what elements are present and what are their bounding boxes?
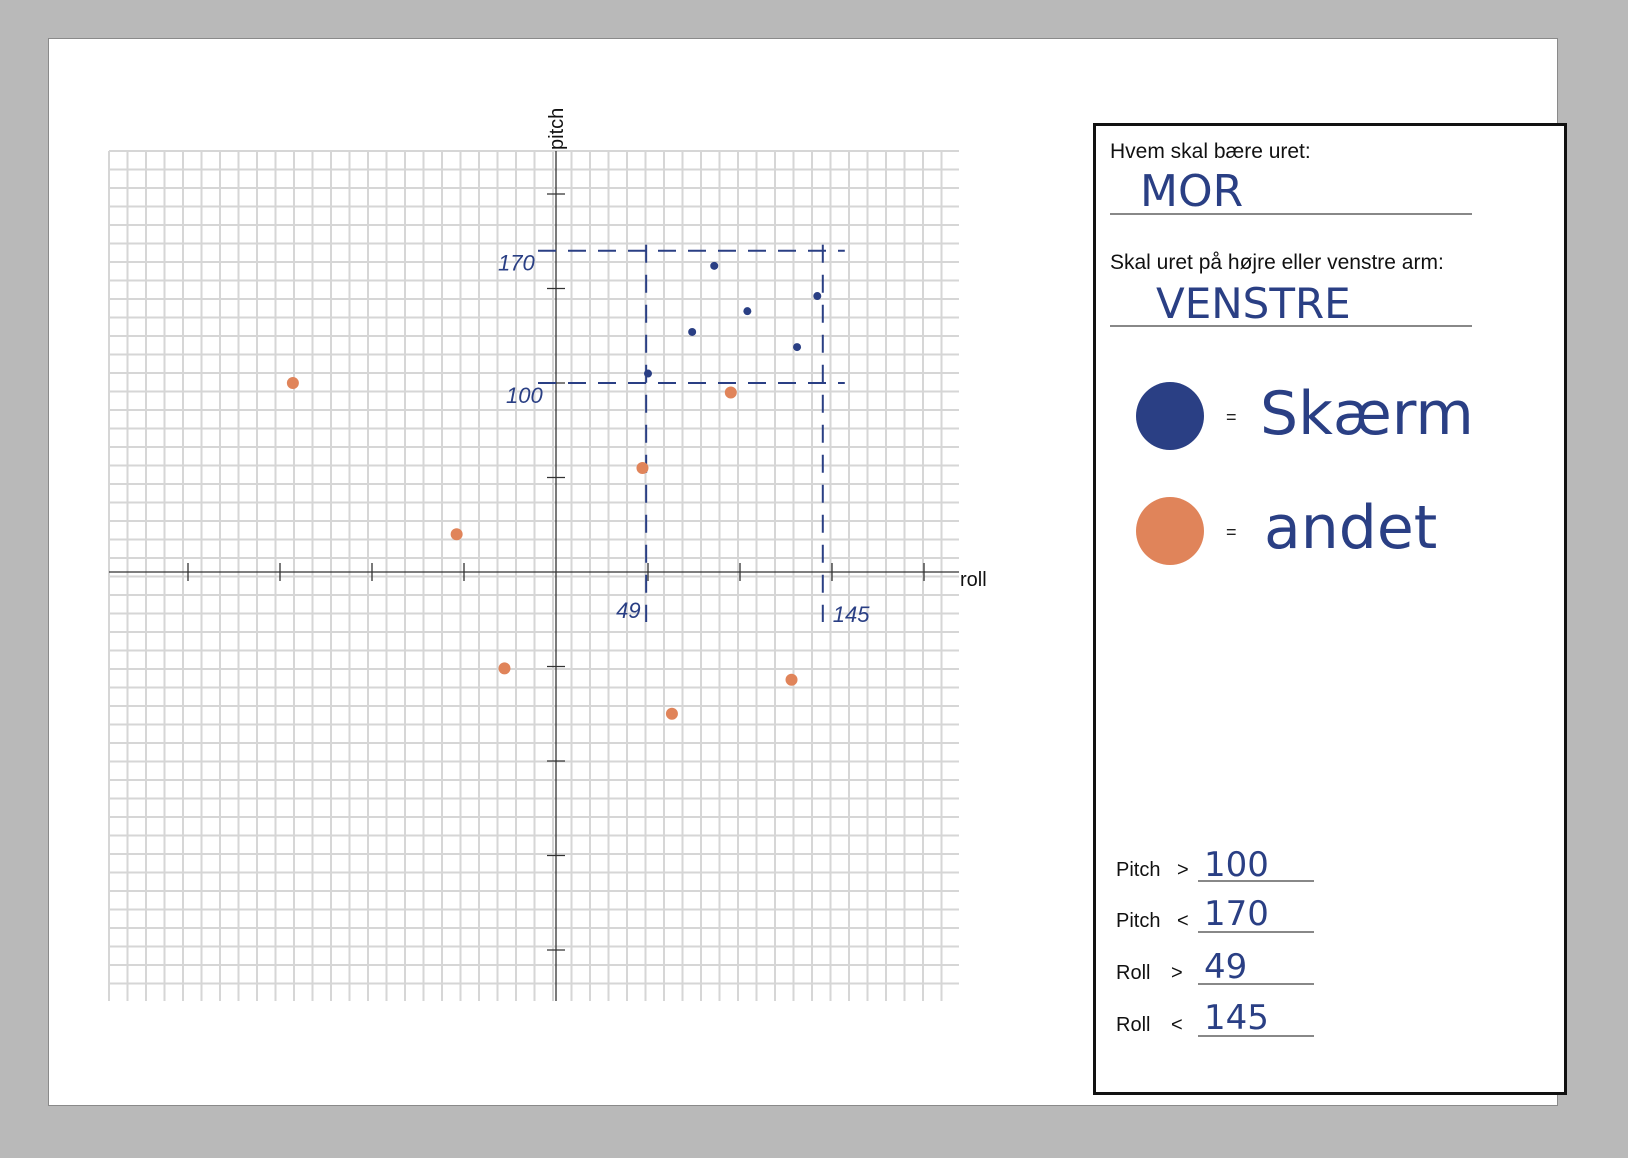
- rule-label: Pitch: [1116, 859, 1160, 881]
- roll-low-label: 49: [616, 598, 640, 623]
- rule-op: <: [1171, 1014, 1183, 1036]
- rule-row[interactable]: Pitch < 170: [1116, 894, 1314, 934]
- chart-labels: roll pitch 170 100 49 145: [498, 108, 987, 627]
- legend-marker-andet: [1136, 497, 1204, 565]
- rule-op: >: [1171, 962, 1183, 984]
- legend-label-andet: andet: [1264, 493, 1437, 563]
- point-andet: [785, 673, 798, 686]
- arm-value: VENSTRE: [1156, 279, 1351, 328]
- worksheet: roll pitch 170 100 49 145 Hvem skal bære uret…: [48, 38, 1567, 1106]
- roll-high-label: 145: [833, 602, 870, 627]
- form-panel: Hvem skal bære uret: MOR Skal uret på hø…: [1093, 123, 1567, 1095]
- legend-label-skaerm: Skærm: [1260, 379, 1474, 449]
- point-andet: [498, 662, 511, 675]
- arm-answer[interactable]: VENSTRE: [1110, 274, 1480, 329]
- who-label: Hvem skal bære uret:: [1110, 140, 1311, 163]
- rule-label: Pitch: [1116, 910, 1160, 932]
- rules-list: Pitch > 100 Pitch < 170 Roll > 49 Roll <…: [1116, 846, 1314, 1038]
- who-answer[interactable]: MOR: [1110, 162, 1480, 217]
- who-value: MOR: [1140, 166, 1243, 217]
- rule-label: Roll: [1116, 1014, 1150, 1036]
- rule-value: 145: [1204, 998, 1269, 1038]
- data-points: [286, 261, 822, 720]
- point-andet: [636, 462, 649, 475]
- arm-label: Skal uret på højre eller venstre arm:: [1110, 251, 1444, 274]
- rule-row[interactable]: Roll < 145: [1116, 998, 1314, 1038]
- scatter-chart: roll pitch 170 100 49 145: [108, 108, 987, 1001]
- legend-marker-skaerm: [1136, 382, 1204, 450]
- rule-value: 49: [1204, 947, 1247, 987]
- legend-eq-2: =: [1226, 522, 1237, 542]
- x-axis-label: roll: [960, 569, 987, 591]
- point-skaerm: [710, 261, 719, 270]
- point-skaerm: [813, 292, 822, 301]
- chart-axes: [109, 151, 959, 1001]
- point-skaerm: [688, 327, 697, 336]
- rule-op: <: [1177, 910, 1189, 932]
- point-skaerm: [793, 343, 802, 352]
- legend: = Skærm = andet: [1136, 379, 1474, 565]
- threshold-box: [538, 244, 845, 622]
- rule-value: 170: [1204, 894, 1269, 934]
- rule-label: Roll: [1116, 962, 1150, 984]
- rule-op: >: [1177, 859, 1189, 881]
- point-andet: [665, 707, 678, 720]
- pitch-high-label: 170: [498, 251, 535, 276]
- rule-row[interactable]: Roll > 49: [1116, 947, 1314, 987]
- legend-eq-1: =: [1226, 407, 1237, 427]
- point-andet: [724, 386, 737, 399]
- pitch-low-label: 100: [506, 383, 543, 408]
- y-axis-label: pitch: [546, 108, 568, 150]
- rule-row[interactable]: Pitch > 100: [1116, 846, 1314, 885]
- point-skaerm: [644, 369, 652, 378]
- chart-grid: [108, 150, 959, 1001]
- point-andet: [450, 528, 463, 541]
- point-andet: [286, 377, 299, 389]
- rule-value: 100: [1204, 846, 1269, 885]
- point-skaerm: [743, 307, 752, 316]
